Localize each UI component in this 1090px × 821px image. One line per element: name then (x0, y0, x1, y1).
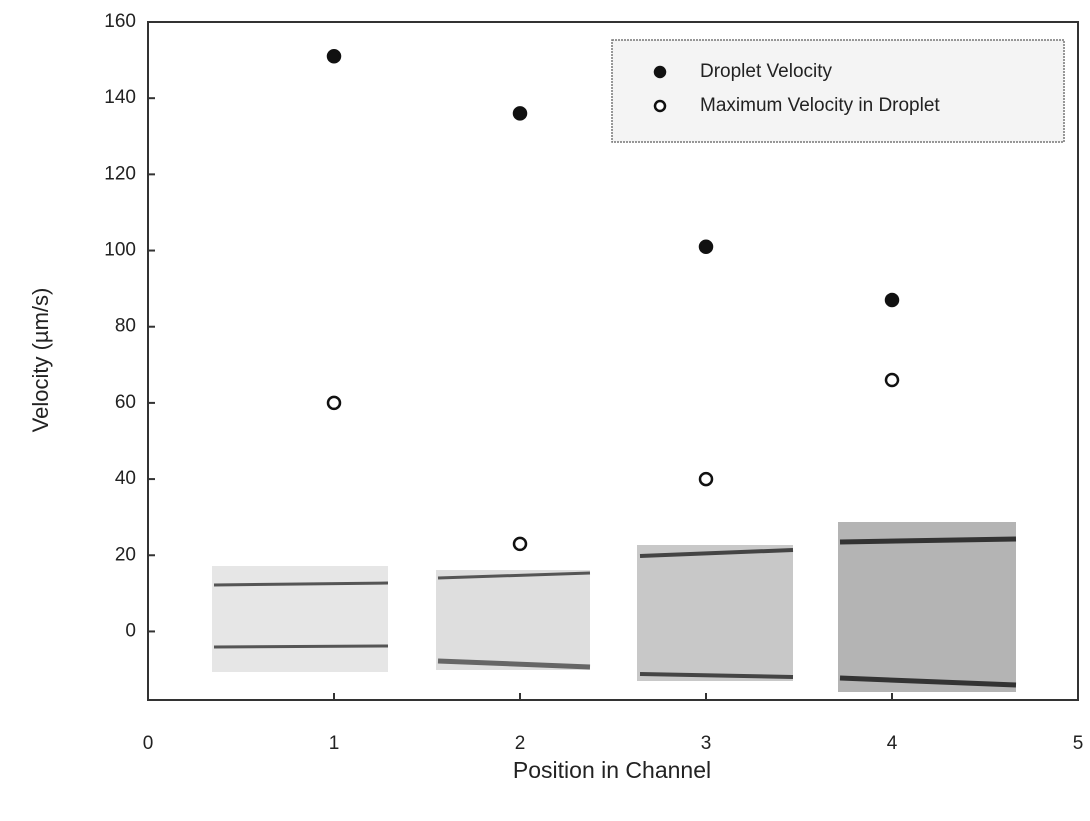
data-point (698, 239, 714, 254)
x-tick-label: 3 (701, 733, 712, 754)
channel-wall (437, 571, 591, 580)
plot-frame (147, 21, 1079, 701)
y-tick-label: 0 (125, 620, 136, 641)
y-tick-label: 100 (104, 240, 136, 261)
y-tick-label: 40 (115, 468, 136, 489)
x-tick-label: 0 (143, 733, 154, 754)
channel-wall (437, 658, 591, 670)
x-tick-label: 1 (329, 733, 340, 754)
channel-wall (639, 548, 794, 558)
x-axis-label: Position in Channel (513, 757, 711, 783)
data-point (512, 536, 528, 552)
y-tick-label: 80 (115, 316, 136, 337)
legend-label: Droplet Velocity (700, 61, 833, 82)
legend-marker (653, 99, 667, 113)
x-tick-label: 4 (887, 733, 898, 754)
legend-label: Maximum Velocity in Droplet (700, 95, 940, 116)
channel-image (838, 522, 1016, 692)
data-point (698, 471, 714, 487)
legend (611, 39, 1065, 143)
channel-wall (839, 536, 1017, 545)
channel-image (436, 570, 590, 670)
data-point (326, 49, 342, 64)
channel-images (212, 522, 1017, 692)
channel-wall (213, 581, 389, 587)
y-tick-label: 140 (104, 87, 136, 108)
y-tick-label: 60 (115, 392, 136, 413)
channel-wall (839, 675, 1017, 688)
data-point (326, 395, 342, 411)
y-tick-label: 20 (115, 544, 136, 565)
channel-wall (639, 672, 794, 679)
data-point (512, 106, 528, 121)
legend-marker (653, 65, 667, 79)
y-tick-label: 160 (104, 11, 136, 32)
data-point (884, 292, 900, 308)
y-tick-label: 120 (104, 163, 136, 184)
x-tick-label: 5 (1073, 733, 1084, 754)
y-axis-label: Velocity (µm/s) (28, 288, 53, 433)
x-tick-label: 2 (515, 733, 526, 754)
channel-wall (213, 644, 389, 649)
data-point (884, 372, 900, 388)
channel-image (637, 545, 793, 681)
